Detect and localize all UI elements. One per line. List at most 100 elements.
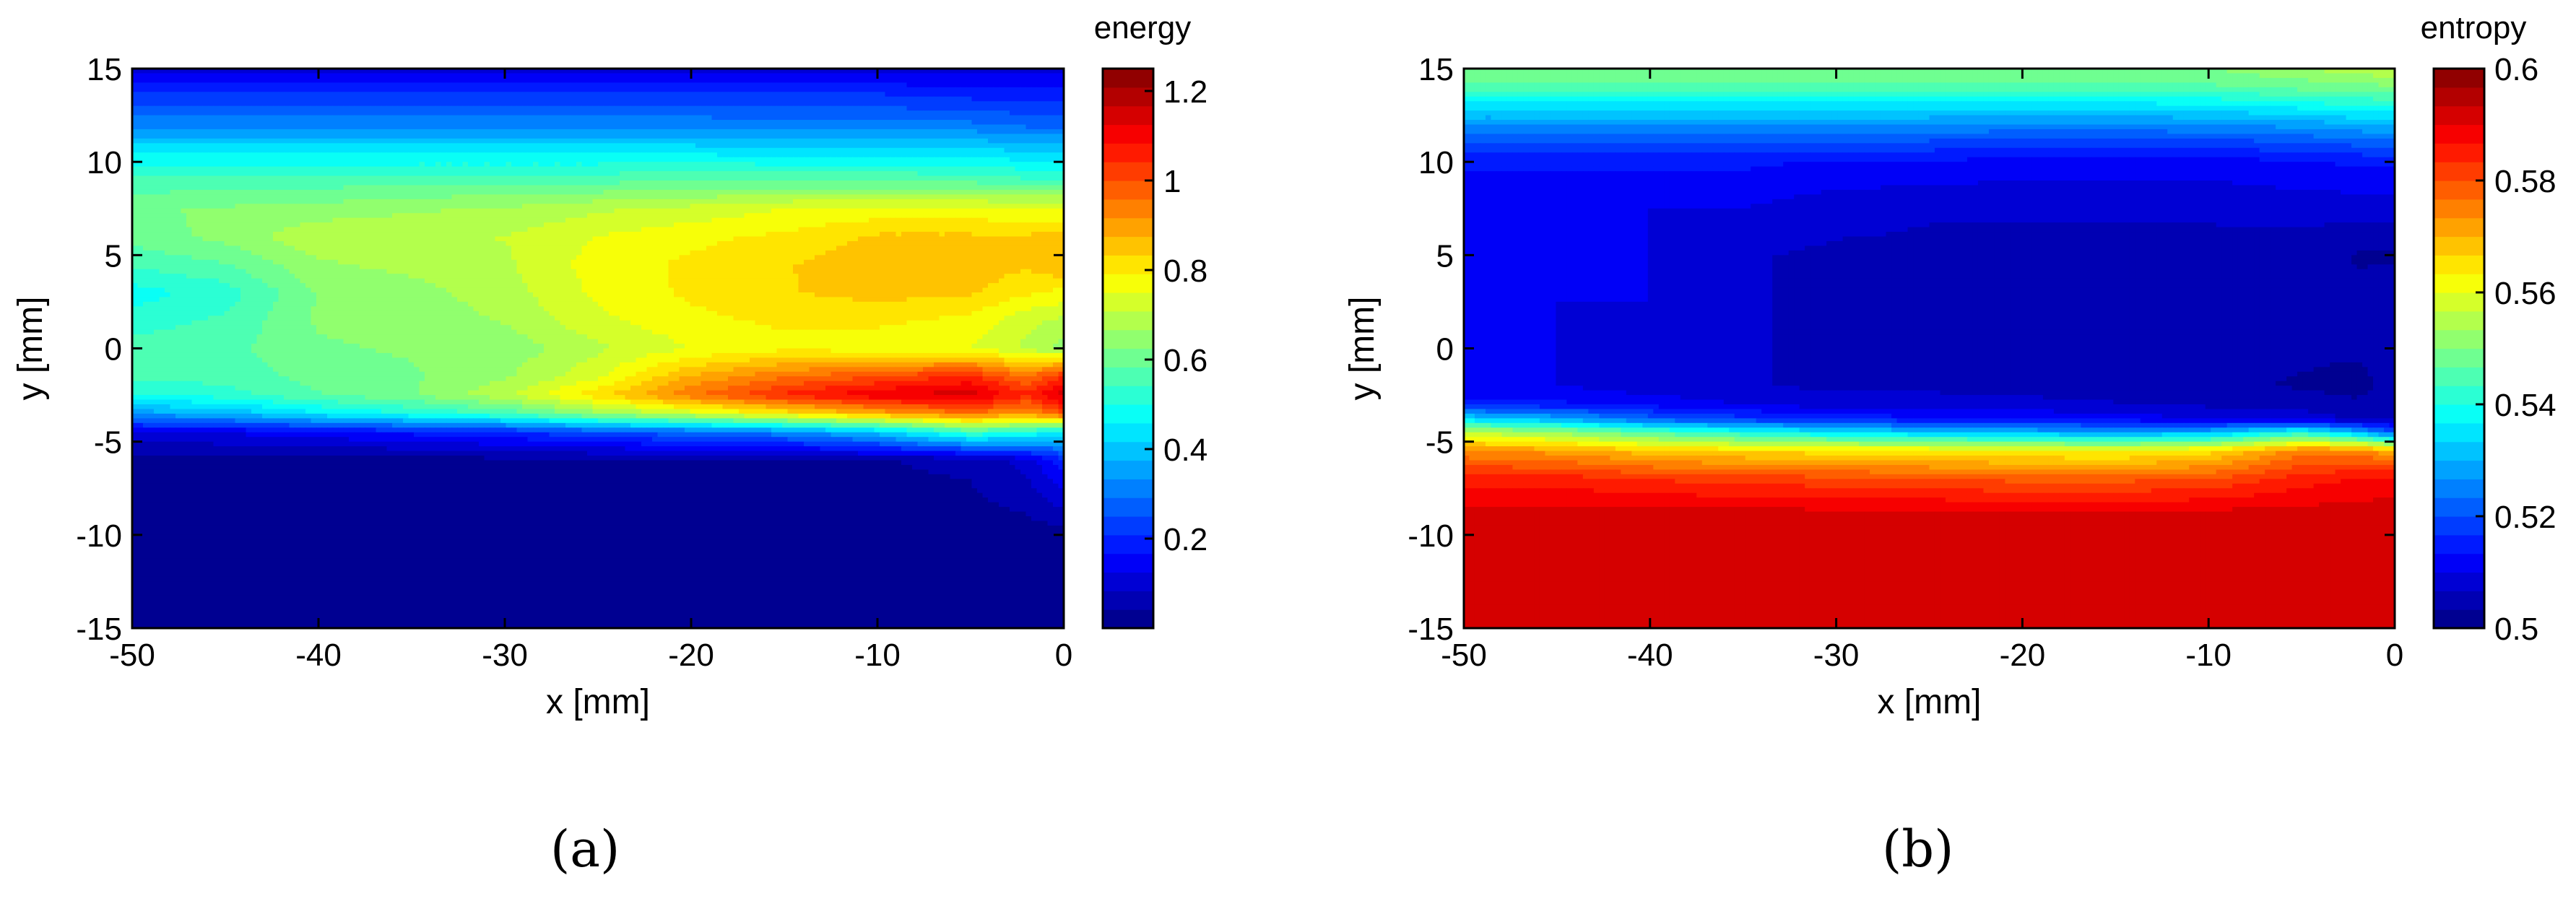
contour-cell: [490, 171, 496, 177]
contour-cell: [836, 175, 843, 181]
contour-cell: [982, 92, 989, 97]
contour-cell: [300, 82, 306, 88]
contour-cell: [132, 175, 139, 181]
contour-cell: [284, 171, 290, 177]
contour-cell: [213, 166, 220, 172]
contour-cell: [722, 185, 729, 191]
contour-cell: [495, 87, 501, 92]
contour-cell: [858, 77, 864, 83]
contour-cell: [663, 82, 669, 88]
contour-cell: [674, 199, 680, 204]
contour-cell: [706, 129, 713, 135]
contour-cell: [197, 171, 204, 177]
contour-cell: [414, 147, 420, 153]
contour-cell: [625, 73, 631, 79]
contour-cell: [847, 147, 854, 153]
contour-cell: [1004, 185, 1010, 191]
contour-cell: [852, 115, 859, 121]
contour-cell: [343, 175, 350, 181]
contour-cell: [982, 73, 989, 79]
contour-cell: [392, 143, 399, 149]
contour-cell: [484, 189, 490, 195]
contour-cell: [349, 77, 355, 83]
contour-cell: [506, 175, 512, 181]
contour-cell: [793, 129, 799, 135]
contour-cell: [804, 194, 810, 200]
contour-cell: [137, 171, 144, 177]
contour-cell: [906, 77, 913, 83]
contour-cell: [473, 129, 480, 135]
contour-cell: [1004, 115, 1010, 121]
contour-cell: [636, 181, 642, 186]
contour-cell: [397, 185, 404, 191]
contour-cell: [484, 120, 490, 126]
contour-cell: [170, 82, 176, 88]
contour-cell: [397, 87, 404, 92]
contour-cell: [425, 166, 431, 172]
contour-cell: [560, 157, 566, 162]
contour-cell: [841, 77, 848, 83]
contour-cell: [386, 175, 393, 181]
contour-cell: [706, 115, 713, 121]
contour-cell: [230, 124, 236, 130]
contour-cell: [300, 171, 306, 177]
contour-cell: [278, 166, 285, 172]
contour-cell: [674, 77, 680, 83]
contour-cell: [516, 87, 523, 92]
contour-cell: [230, 101, 236, 107]
contour-cell: [1031, 115, 1038, 121]
contour-cell: [473, 157, 480, 162]
contour-cell: [912, 96, 919, 102]
contour-cell: [934, 194, 940, 200]
contour-cell: [652, 189, 659, 195]
contour-cell: [906, 189, 913, 195]
contour-cell: [549, 199, 555, 204]
contour-cell: [278, 110, 285, 116]
contour-cell: [598, 189, 604, 195]
contour-cell: [630, 77, 637, 83]
contour-cell: [766, 115, 772, 121]
contour-cell: [1020, 194, 1027, 200]
contour-cell: [950, 157, 956, 162]
contour-cell: [370, 189, 377, 195]
contour-cell: [500, 87, 507, 92]
contour-cell: [419, 162, 425, 168]
contour-cell: [240, 124, 247, 130]
contour-cell: [831, 82, 837, 88]
contour-cell: [641, 92, 648, 97]
contour-cell: [695, 69, 702, 74]
contour-cell: [327, 171, 334, 177]
contour-cell: [657, 69, 664, 74]
contour-cell: [284, 92, 290, 97]
contour-cell: [787, 181, 794, 186]
contour-cell: [425, 157, 431, 162]
contour-cell: [646, 82, 653, 88]
contour-cell: [1031, 143, 1038, 149]
contour-cell: [381, 185, 388, 191]
contour-cell: [305, 77, 312, 83]
contour-cell: [982, 157, 989, 162]
contour-cell: [766, 162, 772, 168]
contour-cell: [603, 115, 610, 121]
contour-cell: [1015, 185, 1021, 191]
contour-cell: [733, 147, 740, 153]
contour-cell: [392, 129, 399, 135]
contour-cell: [988, 166, 994, 172]
contour-cell: [186, 166, 193, 172]
contour-cell: [321, 77, 328, 83]
contour-cell: [820, 166, 826, 172]
contour-cell: [841, 110, 848, 116]
contour-cell: [565, 115, 572, 121]
contour-cell: [262, 77, 269, 83]
contour-cell: [527, 152, 534, 158]
contour-cell: [457, 199, 464, 204]
contour-cell: [544, 147, 550, 153]
contour-cell: [825, 92, 832, 97]
contour-cell: [560, 69, 566, 74]
contour-cell: [208, 152, 214, 158]
contour-cell: [246, 105, 252, 111]
contour-cell: [831, 92, 837, 97]
contour-cell: [739, 166, 745, 172]
contour-cell: [771, 115, 778, 121]
contour-cell: [273, 157, 279, 162]
